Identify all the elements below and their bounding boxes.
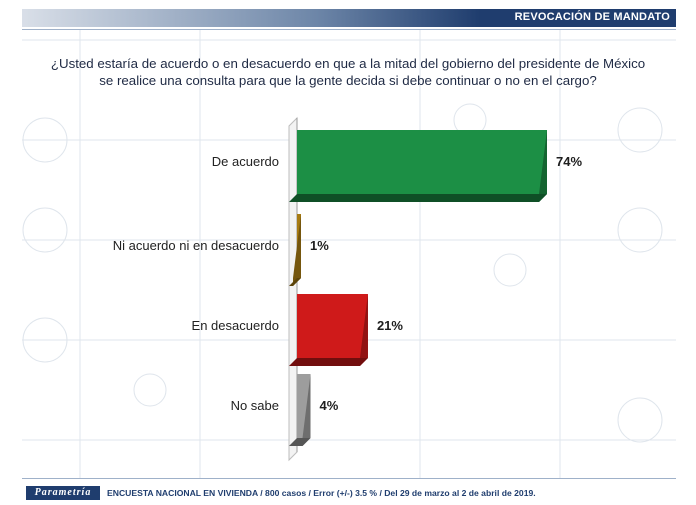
bar-group-0: [289, 130, 547, 202]
bar-side-face: [293, 214, 301, 286]
footer-survey-info: ENCUESTA NACIONAL EN VIVIENDA / 800 caso…: [107, 488, 536, 498]
question-line-1: ¿Usted estaría de acuerdo o en desacuerd…: [50, 56, 646, 71]
value-label: 21%: [377, 318, 403, 333]
bar-group-1: [289, 214, 301, 286]
bar: [297, 130, 547, 194]
header-divider: [22, 29, 676, 30]
survey-question: ¿Usted estaría de acuerdo o en desacuerd…: [40, 55, 656, 89]
category-label: En desacuerdo: [192, 318, 279, 333]
footer-divider: [22, 478, 676, 479]
category-label: De acuerdo: [212, 154, 279, 169]
category-label: No sabe: [231, 398, 279, 413]
value-label: 74%: [556, 154, 582, 169]
footer-logo: Parametría: [26, 486, 100, 500]
header-bar: REVOCACIÓN DE MANDATO: [22, 9, 676, 27]
bar-bottom-face: [289, 194, 547, 202]
question-line-2: se realice una consulta para que la gent…: [99, 73, 597, 88]
bar-group-2: [289, 294, 368, 366]
bar: [297, 294, 368, 358]
bar-bottom-face: [289, 278, 301, 286]
bar-side-face: [539, 130, 547, 202]
value-label: 4%: [320, 398, 339, 413]
axis-wall: [288, 116, 298, 462]
header-title: REVOCACIÓN DE MANDATO: [514, 11, 670, 23]
category-label: Ni acuerdo ni en desacuerdo: [113, 238, 279, 253]
value-label: 1%: [310, 238, 329, 253]
bar-side-face: [359, 294, 368, 366]
bar-side-face: [302, 374, 311, 446]
bar-bottom-face: [289, 358, 368, 366]
bar-bottom-face: [289, 438, 311, 446]
bar-group-3: [289, 374, 311, 446]
